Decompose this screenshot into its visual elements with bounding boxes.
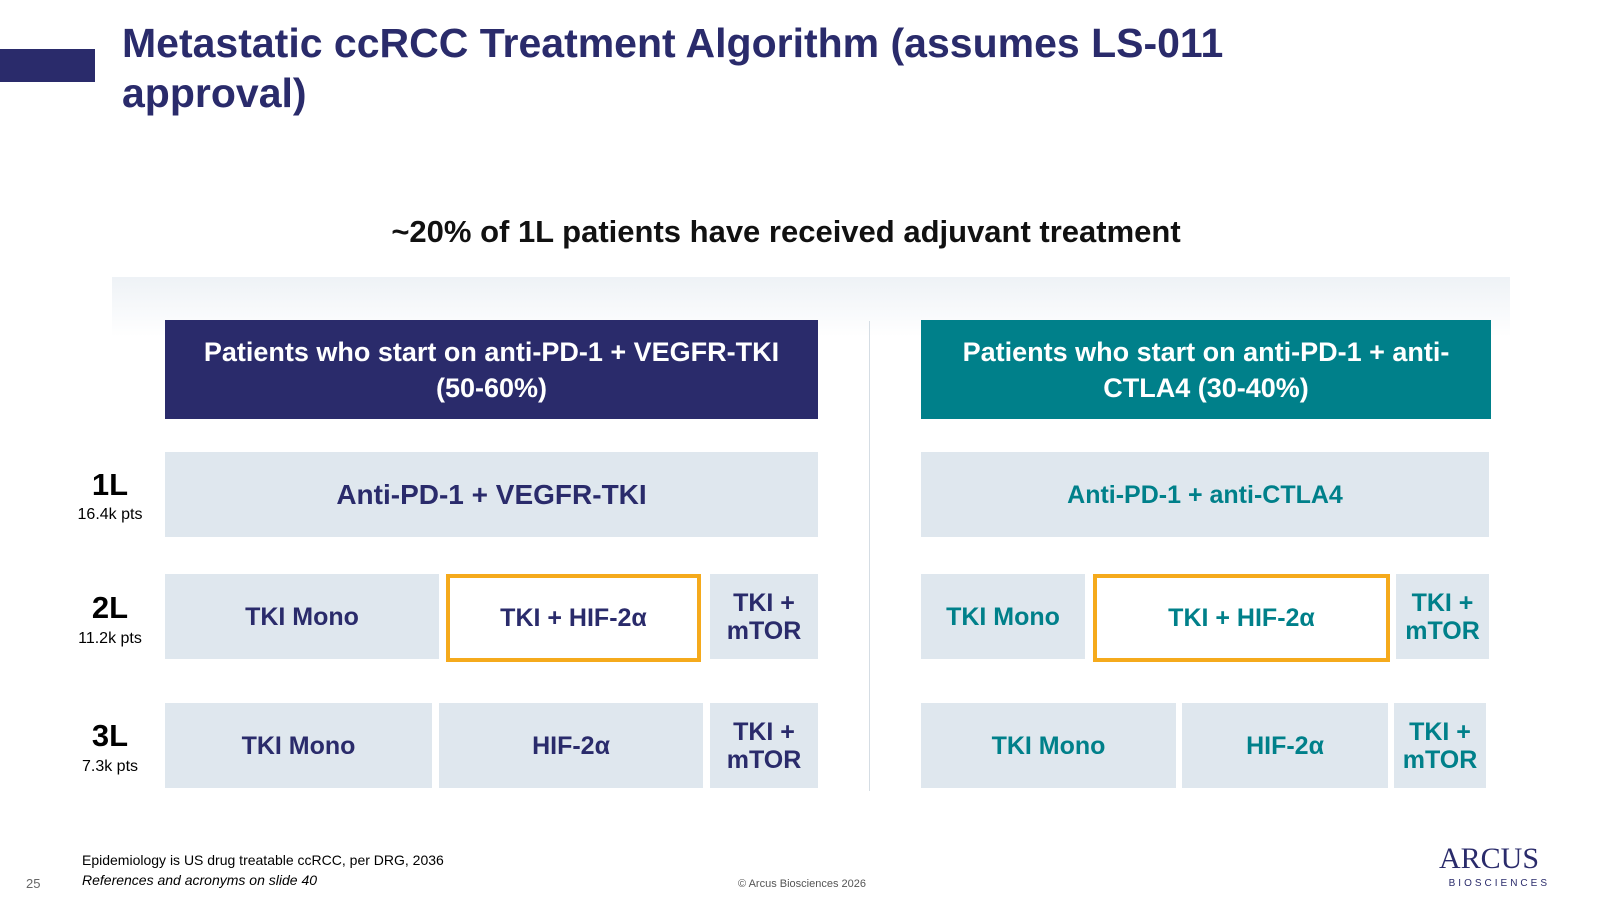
page-number: 25 <box>26 876 41 891</box>
therapy-cell: TKI + HIF-2α <box>446 574 701 662</box>
therapy-cell: TKI + mTOR <box>710 574 818 659</box>
therapy-cell: TKI + mTOR <box>710 703 818 788</box>
therapy-cell: Anti-PD-1 + VEGFR-TKI <box>165 452 818 537</box>
footnote: Epidemiology is US drug treatable ccRCC,… <box>82 852 444 868</box>
therapy-cell: TKI Mono <box>165 574 439 659</box>
footnote: References and acronyms on slide 40 <box>82 872 318 888</box>
line-label: 3L <box>91 718 129 753</box>
divider <box>869 321 870 791</box>
therapy-cell: HIF-2α <box>439 703 703 788</box>
therapy-cell: TKI + mTOR <box>1396 574 1489 659</box>
slide-title: Metastatic ccRCC Treatment Algorithm (as… <box>122 20 1224 116</box>
line-patients: 7.3k pts <box>81 758 139 775</box>
column-heading: Patients who start on anti-PD-1 + anti-C… <box>921 320 1491 419</box>
subtitle: ~20% of 1L patients have received adjuva… <box>391 214 1181 249</box>
copyright: © Arcus Biosciences 2026 <box>738 878 866 890</box>
therapy-cell: TKI Mono <box>921 703 1176 788</box>
logo-tagline: BIOSCIENCES <box>1448 878 1550 889</box>
therapy-cell: TKI Mono <box>165 703 432 788</box>
logo-name: ARCUS <box>1438 842 1540 875</box>
therapy-cell: Anti-PD-1 + anti-CTLA4 <box>921 452 1489 537</box>
therapy-cell: TKI + HIF-2α <box>1093 574 1390 662</box>
line-label: 2L <box>91 590 129 625</box>
therapy-cell: HIF-2α <box>1182 703 1388 788</box>
therapy-cell: TKI + mTOR <box>1394 703 1486 788</box>
line-patients: 11.2k pts <box>78 630 142 647</box>
line-patients: 16.4k pts <box>77 506 143 523</box>
column-heading: Patients who start on anti-PD-1 + VEGFR-… <box>165 320 818 419</box>
line-label: 1L <box>91 467 129 502</box>
accent-bar <box>0 49 95 82</box>
therapy-cell: TKI Mono <box>921 574 1085 659</box>
